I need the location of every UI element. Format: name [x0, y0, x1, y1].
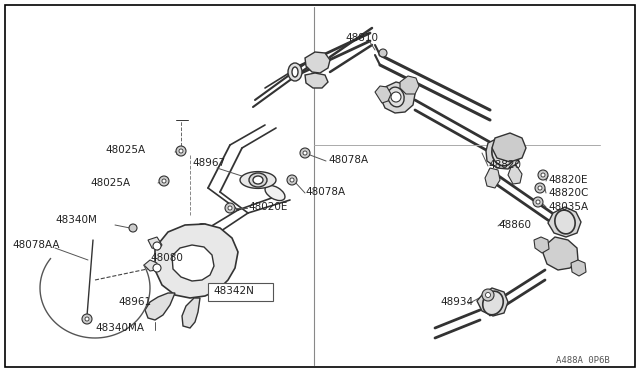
Circle shape: [85, 317, 89, 321]
Text: 48967: 48967: [192, 158, 225, 168]
Circle shape: [159, 176, 169, 186]
Polygon shape: [381, 82, 415, 113]
Circle shape: [300, 148, 310, 158]
Text: 48078A: 48078A: [305, 187, 345, 197]
Text: 48860: 48860: [498, 220, 531, 230]
Text: 48020E: 48020E: [248, 202, 287, 212]
Polygon shape: [548, 207, 581, 237]
Ellipse shape: [253, 176, 263, 184]
Circle shape: [535, 183, 545, 193]
Ellipse shape: [388, 87, 404, 107]
Circle shape: [153, 264, 161, 272]
Ellipse shape: [292, 67, 298, 77]
Circle shape: [533, 197, 543, 207]
Circle shape: [303, 151, 307, 155]
Polygon shape: [240, 171, 276, 188]
Circle shape: [541, 173, 545, 177]
Text: 48078AA: 48078AA: [12, 240, 60, 250]
Circle shape: [290, 178, 294, 182]
Circle shape: [162, 179, 166, 183]
Text: 48342N: 48342N: [213, 286, 254, 296]
Text: 48080: 48080: [150, 253, 183, 263]
Circle shape: [287, 175, 297, 185]
Circle shape: [176, 146, 186, 156]
Text: 48820E: 48820E: [548, 175, 588, 185]
Text: 48078A: 48078A: [328, 155, 368, 165]
Polygon shape: [477, 288, 508, 316]
Polygon shape: [485, 168, 500, 188]
Text: A488A 0P6B: A488A 0P6B: [556, 356, 610, 365]
Circle shape: [538, 170, 548, 180]
Polygon shape: [571, 260, 586, 276]
Circle shape: [486, 292, 490, 298]
Polygon shape: [375, 86, 391, 103]
Circle shape: [129, 224, 137, 232]
Polygon shape: [508, 165, 522, 184]
Bar: [208, 283, 273, 301]
Text: 48820C: 48820C: [548, 188, 588, 198]
Text: 48025A: 48025A: [105, 145, 145, 155]
Text: 48340M: 48340M: [55, 215, 97, 225]
Circle shape: [82, 314, 92, 324]
Circle shape: [153, 242, 161, 250]
Ellipse shape: [198, 224, 214, 236]
Ellipse shape: [265, 185, 285, 201]
Circle shape: [225, 203, 235, 213]
Polygon shape: [144, 260, 157, 271]
Ellipse shape: [288, 63, 302, 81]
Text: 48961: 48961: [118, 297, 151, 307]
Polygon shape: [534, 237, 549, 253]
Text: 48340MA: 48340MA: [95, 323, 144, 333]
Ellipse shape: [492, 140, 514, 166]
Polygon shape: [305, 73, 328, 88]
Circle shape: [482, 289, 494, 301]
Polygon shape: [305, 52, 330, 73]
Polygon shape: [148, 237, 162, 250]
Ellipse shape: [249, 173, 267, 187]
Circle shape: [536, 200, 540, 204]
Ellipse shape: [555, 210, 575, 234]
Circle shape: [179, 149, 183, 153]
Polygon shape: [486, 137, 520, 169]
Polygon shape: [155, 224, 238, 298]
Circle shape: [228, 206, 232, 210]
Circle shape: [538, 186, 542, 190]
Text: 48810: 48810: [345, 33, 378, 43]
Circle shape: [391, 92, 401, 102]
Polygon shape: [400, 76, 419, 94]
Polygon shape: [492, 133, 526, 162]
Polygon shape: [543, 237, 578, 270]
Polygon shape: [145, 293, 175, 320]
Circle shape: [379, 49, 387, 57]
Text: 48934: 48934: [440, 297, 473, 307]
Text: 48025A: 48025A: [90, 178, 130, 188]
Polygon shape: [172, 245, 214, 281]
Text: 48820: 48820: [488, 160, 521, 170]
Polygon shape: [182, 298, 200, 328]
Text: 48035A: 48035A: [548, 202, 588, 212]
Ellipse shape: [483, 291, 503, 315]
